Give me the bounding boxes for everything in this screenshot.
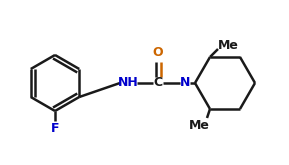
- Text: Me: Me: [218, 38, 238, 51]
- Text: NH: NH: [118, 77, 138, 89]
- Text: O: O: [153, 46, 163, 59]
- Text: Me: Me: [188, 119, 210, 132]
- Text: C: C: [153, 77, 162, 89]
- Text: F: F: [51, 121, 59, 134]
- Text: N: N: [180, 77, 190, 89]
